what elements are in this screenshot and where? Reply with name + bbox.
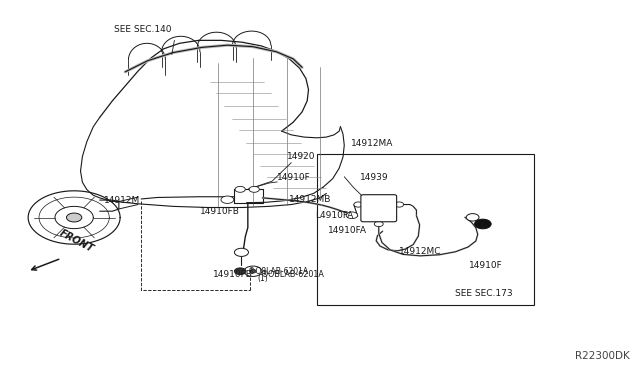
Text: L4910FA: L4910FA: [316, 211, 354, 220]
Text: 14910F: 14910F: [276, 173, 310, 182]
Circle shape: [474, 219, 491, 229]
Text: 14912MC: 14912MC: [399, 247, 441, 256]
Text: 14920: 14920: [287, 152, 316, 161]
Text: 14910F: 14910F: [468, 262, 502, 270]
Circle shape: [346, 212, 358, 219]
Circle shape: [250, 269, 256, 273]
Text: R22300DK: R22300DK: [575, 351, 630, 361]
Text: 14910FB: 14910FB: [200, 208, 240, 217]
Circle shape: [234, 268, 246, 275]
Text: ®O8LAB-6201A: ®O8LAB-6201A: [248, 267, 308, 276]
FancyBboxPatch shape: [361, 195, 397, 222]
Circle shape: [234, 248, 248, 256]
Text: 14912MA: 14912MA: [351, 139, 393, 148]
Bar: [317, 154, 534, 305]
Text: FRONT: FRONT: [58, 228, 95, 254]
Text: SEE SEC.140: SEE SEC.140: [115, 25, 172, 34]
Circle shape: [235, 186, 245, 192]
Text: 14910FA: 14910FA: [328, 226, 367, 235]
Text: 14912MB: 14912MB: [289, 195, 332, 204]
Circle shape: [354, 202, 363, 207]
Circle shape: [395, 202, 404, 207]
Circle shape: [67, 213, 82, 222]
Text: SEE SEC.173: SEE SEC.173: [456, 289, 513, 298]
Text: 14939: 14939: [360, 173, 389, 182]
Circle shape: [249, 186, 259, 192]
Text: 14912M: 14912M: [104, 196, 140, 205]
Text: (1): (1): [257, 274, 268, 283]
Text: ®OBLAB-6201A: ®OBLAB-6201A: [261, 270, 325, 279]
Circle shape: [221, 196, 234, 203]
Circle shape: [374, 221, 383, 227]
Circle shape: [244, 266, 262, 276]
Text: 14910FB: 14910FB: [212, 270, 253, 279]
Circle shape: [467, 214, 479, 221]
